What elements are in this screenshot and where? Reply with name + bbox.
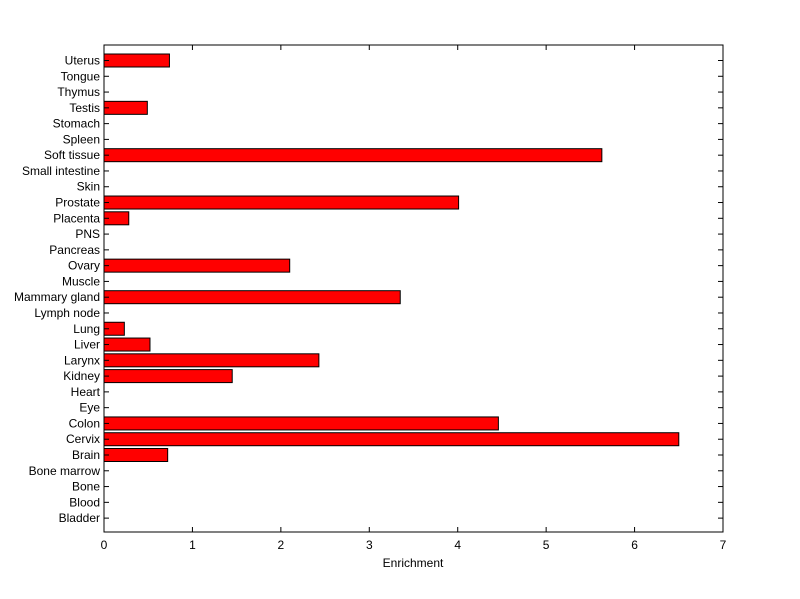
bar xyxy=(103,432,680,447)
y-tick-label: Prostate xyxy=(55,196,100,210)
y-tick-label: Muscle xyxy=(62,274,100,288)
x-axis-ticks: 0 1 2 3 4 5 6 7 xyxy=(101,45,727,552)
bar xyxy=(103,100,148,115)
bar xyxy=(103,290,401,305)
y-tick-label: Uterus xyxy=(65,54,100,68)
y-tick-label: Stomach xyxy=(53,117,100,131)
x-tick-label: 4 xyxy=(454,538,461,552)
y-tick-label: Ovary xyxy=(68,259,100,273)
x-axis-label: Enrichment xyxy=(383,556,444,570)
bar xyxy=(103,258,291,273)
x-tick-label: 1 xyxy=(189,538,196,552)
y-tick-label: PNS xyxy=(75,227,100,241)
y-tick-label: Liver xyxy=(74,338,100,352)
y-tick-label: Heart xyxy=(71,385,101,399)
y-tick-label: Placenta xyxy=(53,211,100,225)
y-tick-label: Bone marrow xyxy=(29,464,101,478)
y-tick-label: Blood xyxy=(69,495,100,509)
y-tick-label: Small intestine xyxy=(22,164,100,178)
y-tick-label: Lymph node xyxy=(34,306,100,320)
y-tick-label: Mammary gland xyxy=(14,290,100,304)
y-tick-label: Soft tissue xyxy=(44,148,100,162)
x-tick-label: 0 xyxy=(101,538,108,552)
y-tick-label: Skin xyxy=(77,180,100,194)
bar xyxy=(103,53,170,68)
x-tick-label: 3 xyxy=(366,538,373,552)
bars-group xyxy=(103,53,680,462)
bar xyxy=(103,448,169,462)
y-tick-label: Eye xyxy=(79,401,100,415)
plot-frame xyxy=(103,44,724,533)
y-tick-label: Tongue xyxy=(61,69,101,83)
y-tick-label: Lung xyxy=(73,322,100,336)
bar xyxy=(103,353,320,368)
y-tick-label: Bone xyxy=(72,480,100,494)
y-tick-label: Cervix xyxy=(66,432,100,446)
x-tick-label: 2 xyxy=(278,538,285,552)
y-tick-label: Pancreas xyxy=(49,243,100,257)
bar xyxy=(103,337,151,352)
x-tick-label: 7 xyxy=(720,538,727,552)
y-tick-label: Thymus xyxy=(57,85,100,99)
bar xyxy=(103,369,233,384)
bar xyxy=(103,148,603,163)
y-tick-label: Bladder xyxy=(59,511,100,525)
x-tick-label: 6 xyxy=(631,538,638,552)
y-tick-label: Spleen xyxy=(63,132,100,146)
y-tick-label: Kidney xyxy=(63,369,100,383)
y-tick-label: Larynx xyxy=(64,353,100,367)
y-tick-label: Testis xyxy=(69,101,100,115)
bar xyxy=(103,416,499,431)
y-tick-label: Colon xyxy=(69,416,100,430)
x-tick-label: 5 xyxy=(543,538,550,552)
bar xyxy=(103,195,460,210)
y-tick-label: Brain xyxy=(72,448,100,462)
